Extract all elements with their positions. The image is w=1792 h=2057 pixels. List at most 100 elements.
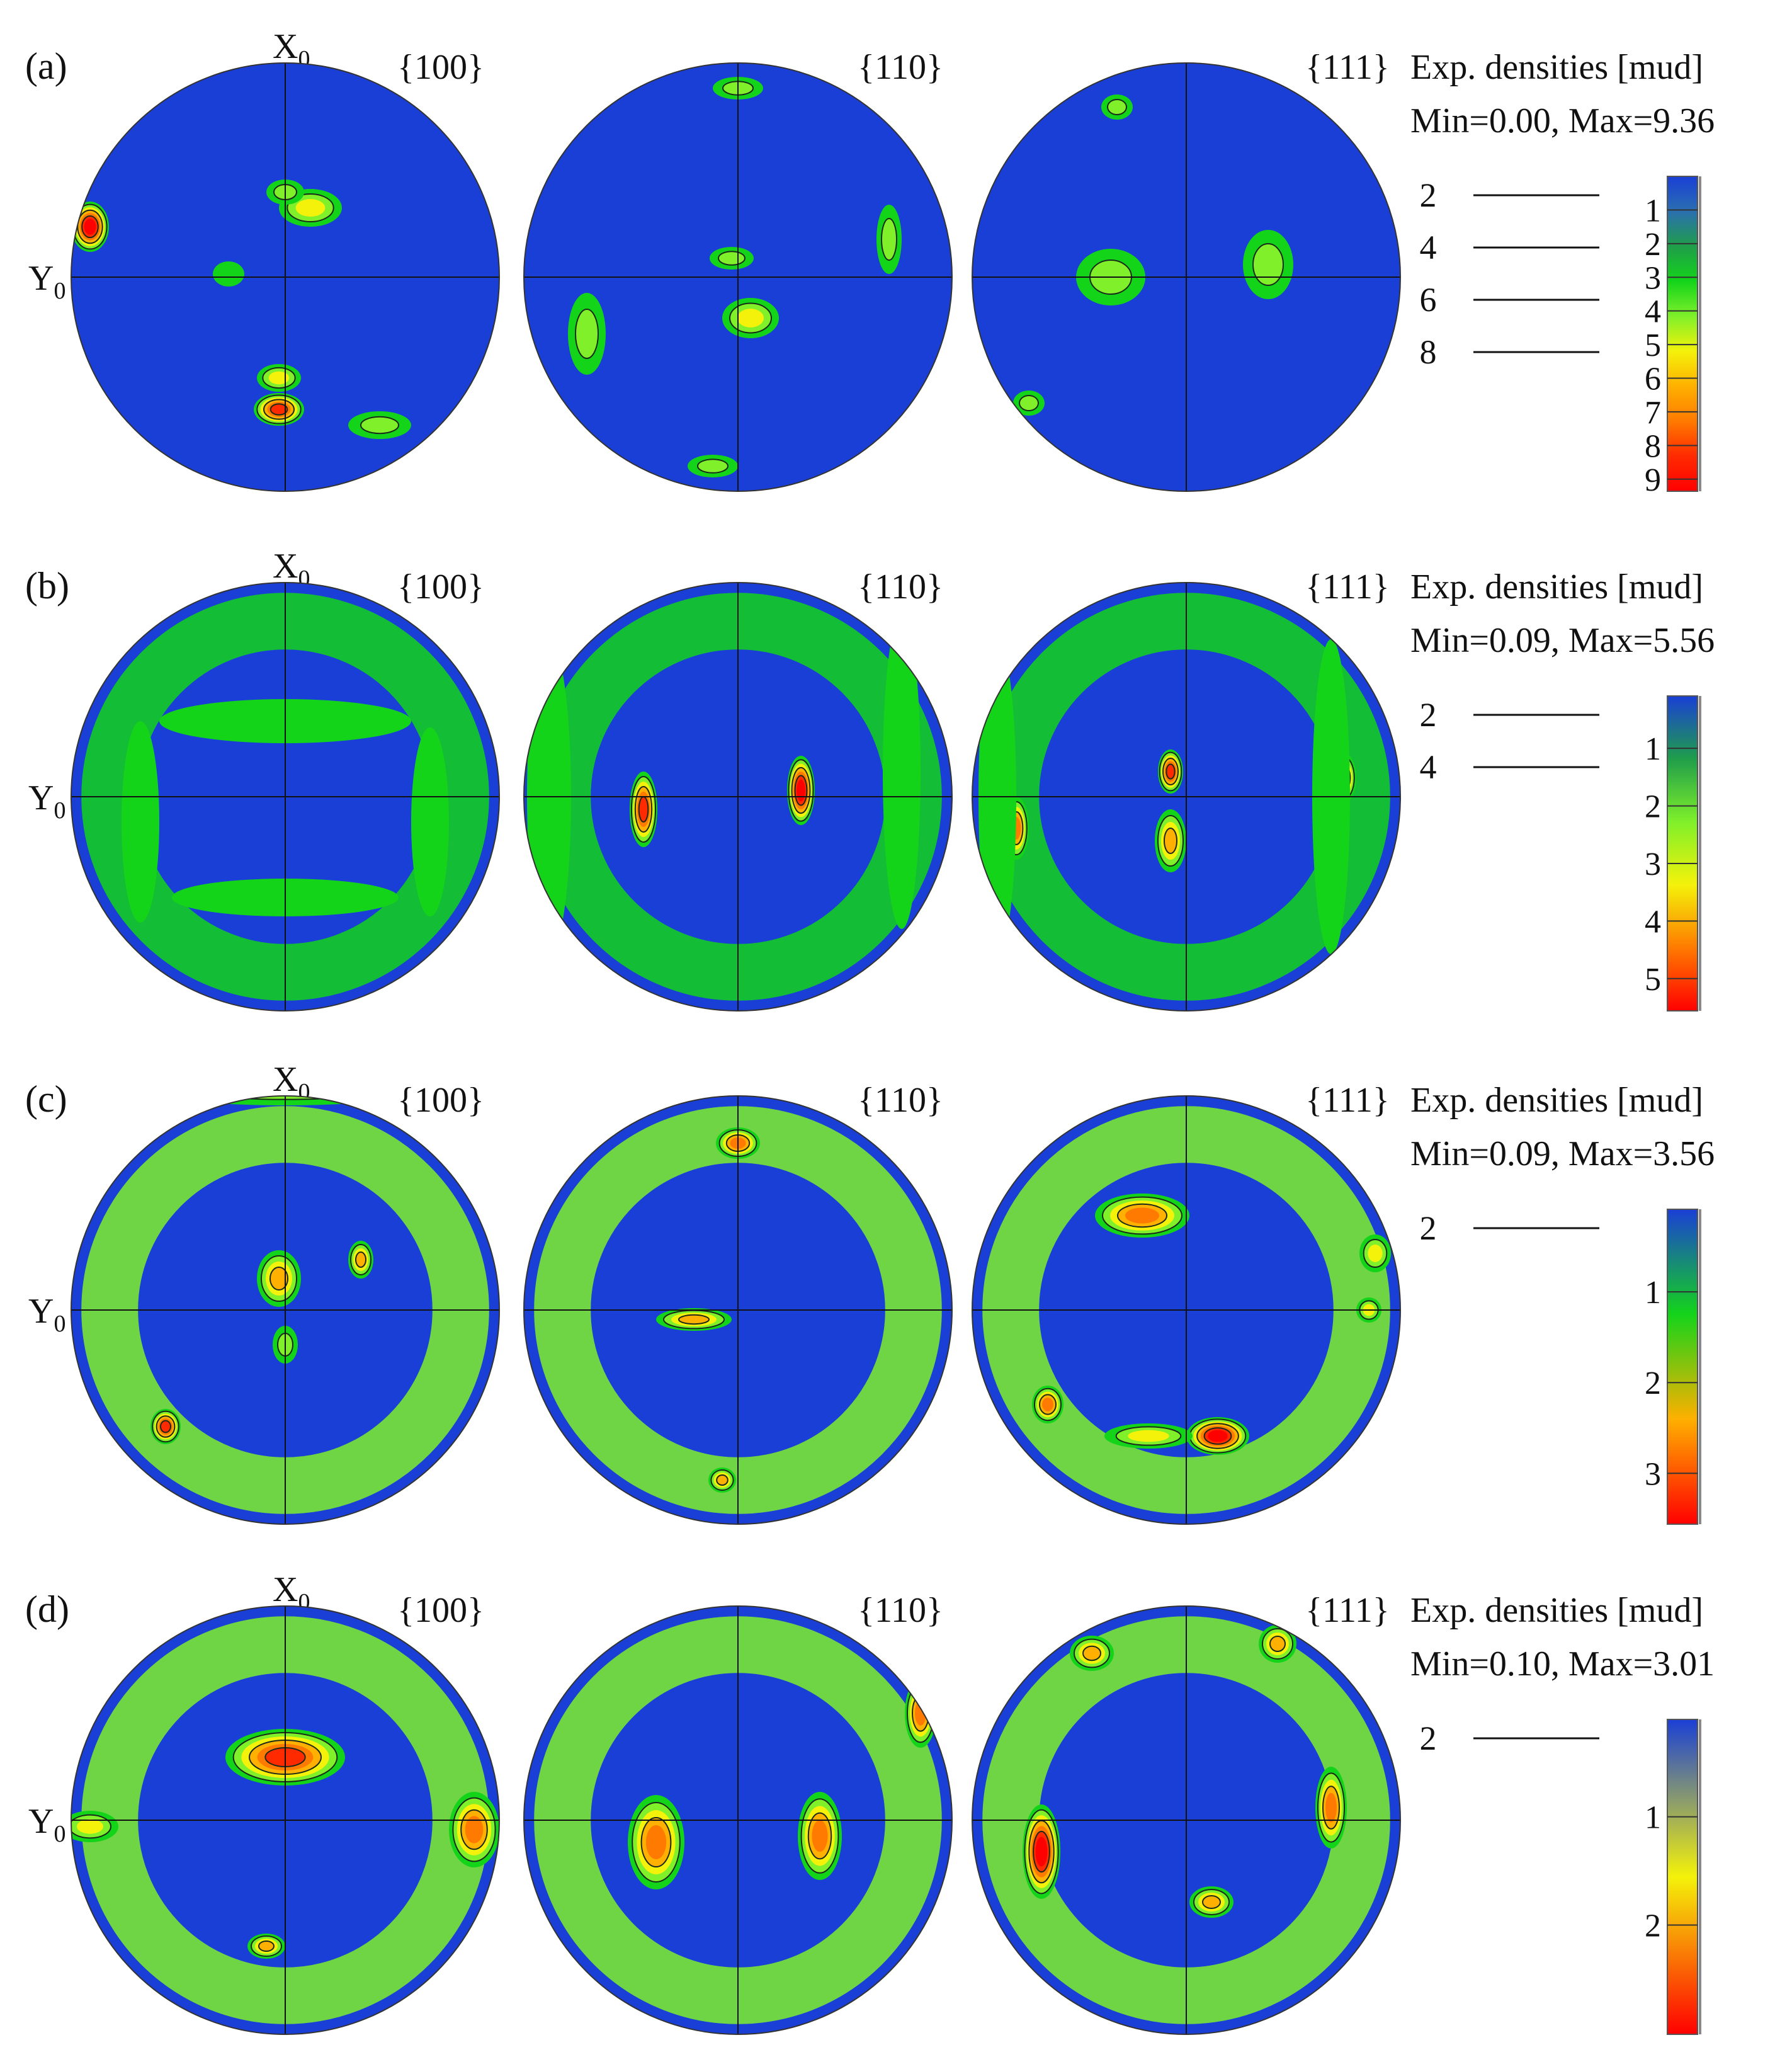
legend-title: Exp. densities [mud] — [1410, 567, 1703, 607]
pole-plane-label: {100} — [397, 1591, 484, 1630]
pole-plane-label: {111} — [1305, 567, 1390, 607]
density-spot — [1363, 123, 1388, 154]
pole-plane-label: {110} — [858, 1081, 943, 1120]
axis-y0-label: Y0 — [28, 1292, 65, 1337]
contour-level-label: 2 — [1420, 1719, 1437, 1757]
density-legend: Exp. densities [mud] Min=0.09, Max=3.56 2 1… — [1410, 1081, 1715, 1525]
density-spot — [1082, 1645, 1101, 1661]
pole-plane-label: {110} — [858, 567, 943, 607]
density-spot — [1125, 1207, 1159, 1224]
density-spot — [1252, 243, 1284, 286]
colorbar-tick-label: 1 — [1645, 731, 1661, 767]
pole-figure-outline — [523, 582, 953, 1011]
density-spot — [1367, 128, 1383, 149]
colorbar — [1667, 695, 1698, 1011]
pole-figure-111: {111} — [972, 567, 1401, 1011]
colorbar-tick-label: 2 — [1645, 1365, 1661, 1401]
density-spot — [268, 371, 290, 385]
colorbar-tick-label: 3 — [1645, 260, 1661, 296]
density-spot — [77, 1819, 103, 1834]
contour-level-label: 8 — [1420, 333, 1437, 371]
density-spot — [222, 1527, 449, 1578]
density-spot — [1042, 1398, 1053, 1411]
pole-figure-100: {100} — [71, 1081, 500, 1578]
panel-label: (d) — [25, 1588, 69, 1630]
density-legend: Exp. densities [mud] Min=0.10, Max=3.01 2 1… — [1410, 1591, 1715, 2035]
density-spot — [122, 721, 159, 923]
density-spot — [812, 1820, 828, 1852]
pole-figure-110: {110} — [523, 567, 953, 1011]
density-spot — [678, 1314, 710, 1325]
contour-level-label: 2 — [1420, 696, 1437, 734]
density-legend: Exp. densities [mud] Min=0.09, Max=5.56 2 4… — [1410, 567, 1715, 1011]
density-spot — [1208, 1430, 1228, 1442]
colorbar-tick-label: 5 — [1645, 962, 1661, 998]
density-spot — [883, 614, 921, 929]
pole-figure-outline — [71, 1605, 500, 2035]
colorbar-tick-label: 4 — [1645, 904, 1661, 940]
contour-level-label: 2 — [1420, 1209, 1437, 1247]
colorbar-tick-label: 9 — [1645, 462, 1661, 498]
density-spot — [940, 1188, 951, 1205]
density-spot — [716, 1474, 729, 1486]
density-spot — [360, 416, 399, 435]
density-spot — [1202, 1895, 1221, 1909]
density-spot — [465, 1816, 484, 1843]
density-spot — [938, 1186, 952, 1207]
pole-plane-label: {110} — [858, 1591, 943, 1630]
legend-title: Exp. densities [mud] — [1410, 48, 1703, 87]
pole-figure-outline — [71, 582, 500, 1011]
colorbar — [1667, 1209, 1698, 1525]
panel-label: (b) — [25, 565, 69, 607]
pole-plane-label: {100} — [397, 1081, 484, 1120]
density-spot — [1368, 1245, 1383, 1262]
density-spot — [1165, 763, 1176, 780]
density-spot — [697, 459, 729, 474]
colorbar-tick-label: 1 — [1645, 1800, 1661, 1836]
density-spot — [1035, 1837, 1048, 1867]
density-spot — [258, 1940, 275, 1952]
density-spot — [797, 779, 805, 802]
colorbar — [1667, 176, 1698, 492]
density-spot — [935, 1182, 952, 1212]
density-spot — [645, 1825, 667, 1859]
density-spot — [1164, 828, 1177, 854]
colorbar-tick-label: 3 — [1645, 1456, 1661, 1492]
density-spot — [411, 727, 449, 916]
density-spot — [1128, 1430, 1169, 1442]
density-spot — [160, 1420, 171, 1433]
pole-figure-outline — [523, 1605, 953, 2035]
density-spot — [355, 1251, 366, 1268]
density-spot — [84, 219, 96, 235]
density-spot — [737, 309, 764, 328]
density-spot — [1107, 99, 1127, 115]
pole-plane-label: {111} — [1305, 1591, 1390, 1630]
pole-figure-111: {111} — [972, 1081, 1401, 1525]
density-spot — [276, 1539, 394, 1566]
pole-figure-100: {100} — [71, 1591, 500, 2035]
axis-y0-label: Y0 — [28, 259, 65, 304]
contour-level-label: 2 — [1420, 176, 1437, 214]
contour-level-label: 4 — [1420, 229, 1437, 266]
legend-min-max: Min=0.10, Max=3.01 — [1410, 1644, 1715, 1684]
legend-min-max: Min=0.00, Max=9.36 — [1410, 101, 1715, 140]
density-spot — [1325, 1792, 1337, 1823]
legend-min-max: Min=0.09, Max=5.56 — [1410, 621, 1715, 660]
pole-plane-label: {111} — [1305, 1081, 1390, 1120]
legend-title: Exp. densities [mud] — [1410, 1081, 1703, 1120]
pole-plane-label: {110} — [858, 48, 943, 87]
pole-figure-110: {110} — [523, 48, 953, 492]
colorbar-tick-label: 2 — [1645, 227, 1661, 263]
colorbar-tick-label: 4 — [1645, 294, 1661, 330]
density-legend: Exp. densities [mud] Min=0.00, Max=9.36 2 4… — [1410, 48, 1715, 498]
contour-level-label: 6 — [1420, 281, 1437, 319]
colorbar-tick-label: 1 — [1645, 193, 1661, 229]
colorbar-tick-label: 5 — [1645, 328, 1661, 363]
colorbar-tick-label: 6 — [1645, 362, 1661, 397]
density-spot — [638, 796, 649, 823]
density-spot — [881, 218, 897, 261]
